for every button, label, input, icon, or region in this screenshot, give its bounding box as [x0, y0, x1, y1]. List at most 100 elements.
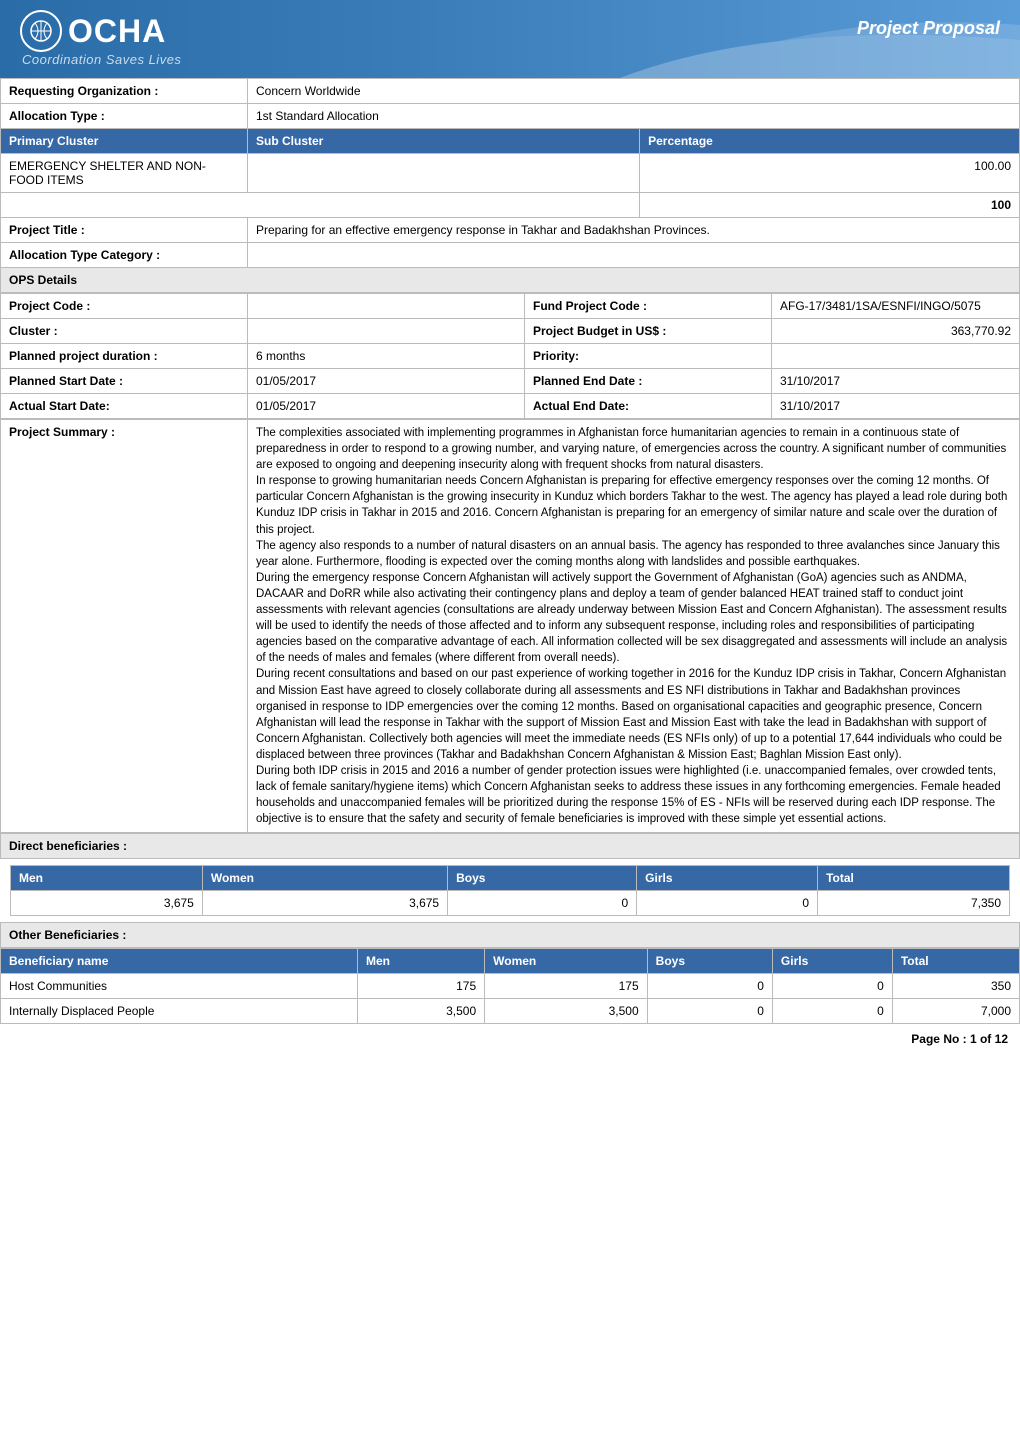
summary-row: Project Summary : The complexities assoc…	[1, 420, 1020, 833]
banner-decoration	[620, 0, 1020, 78]
ops-value-1: 01/05/2017	[248, 394, 525, 419]
ops-value-1	[248, 294, 525, 319]
bene-cell: 3,675	[11, 891, 203, 916]
direct-bene-title: Direct beneficiaries :	[1, 834, 1020, 859]
project-title-label: Project Title :	[1, 218, 248, 243]
ops-row: Planned Start Date :01/05/2017Planned En…	[1, 369, 1020, 394]
ops-value-1: 01/05/2017	[248, 369, 525, 394]
other-bene-header-row: Other Beneficiaries :	[1, 923, 1020, 948]
ops-value-2: AFG-17/3481/1SA/ESNFI/INGO/5075	[772, 294, 1020, 319]
bene-cell: 0	[637, 891, 818, 916]
bene-cell: Internally Displaced People	[1, 999, 358, 1024]
allocation-type-value: 1st Standard Allocation	[248, 104, 1020, 129]
bene-cell: 3,500	[485, 999, 648, 1024]
bene-cell: 7,000	[892, 999, 1019, 1024]
ops-row: Project Code : Fund Project Code :AFG-17/…	[1, 294, 1020, 319]
proposal-badge: Project Proposal	[857, 18, 1000, 39]
header-banner: OCHA Coordination Saves Lives Project Pr…	[0, 0, 1020, 78]
bene-cell: 0	[772, 999, 892, 1024]
ops-details-label: OPS Details	[1, 268, 1020, 293]
ops-label-2: Actual End Date:	[525, 394, 772, 419]
other-bene-columns: Beneficiary nameMenWomenBoysGirlsTotal	[1, 949, 1020, 974]
bene-column-header: Men	[11, 866, 203, 891]
ops-label-1: Cluster :	[1, 319, 248, 344]
bene-column-header: Total	[892, 949, 1019, 974]
alloc-category-label: Allocation Type Category :	[1, 243, 248, 268]
ops-value-2: 363,770.92	[772, 319, 1020, 344]
cluster-header-row: Primary Cluster Sub Cluster Percentage	[1, 129, 1020, 154]
requesting-org-label: Requesting Organization :	[1, 79, 248, 104]
bene-cell: 0	[448, 891, 637, 916]
alloc-category-row: Allocation Type Category :	[1, 243, 1020, 268]
ops-value-2: 31/10/2017	[772, 369, 1020, 394]
bene-cell: 175	[358, 974, 485, 999]
bene-column-header: Women	[485, 949, 648, 974]
bene-cell: Host Communities	[1, 974, 358, 999]
ops-label-2: Priority:	[525, 344, 772, 369]
logo-tagline: Coordination Saves Lives	[22, 52, 181, 67]
primary-cluster-value: EMERGENCY SHELTER AND NON-FOOD ITEMS	[1, 154, 248, 193]
percentage-header: Percentage	[640, 129, 1020, 154]
requesting-org-row: Requesting Organization : Concern Worldw…	[1, 79, 1020, 104]
bene-cell: 3,500	[358, 999, 485, 1024]
bene-cell: 0	[647, 974, 772, 999]
direct-beneficiaries-section: Direct beneficiaries :	[0, 833, 1020, 859]
ops-label-1: Planned Start Date :	[1, 369, 248, 394]
cluster-total-row: 100	[1, 193, 1020, 218]
ops-row: Planned project duration :6 monthsPriori…	[1, 344, 1020, 369]
bene-cell: 350	[892, 974, 1019, 999]
ops-row: Cluster : Project Budget in US$ :363,770.…	[1, 319, 1020, 344]
bene-column-header: Beneficiary name	[1, 949, 358, 974]
summary-table: Project Summary : The complexities assoc…	[0, 419, 1020, 833]
bene-column-header: Men	[358, 949, 485, 974]
direct-beneficiaries-table: MenWomenBoysGirlsTotal 3,6753,675007,350	[10, 865, 1010, 916]
summary-label: Project Summary :	[1, 420, 248, 833]
ops-value-2: 31/10/2017	[772, 394, 1020, 419]
cluster-total-spacer	[1, 193, 640, 218]
bene-cell: 175	[485, 974, 648, 999]
ops-details-header: OPS Details	[1, 268, 1020, 293]
globe-icon	[20, 10, 62, 52]
ops-label-2: Planned End Date :	[525, 369, 772, 394]
project-title-row: Project Title : Preparing for an effecti…	[1, 218, 1020, 243]
ops-value-1: 6 months	[248, 344, 525, 369]
other-beneficiaries-section: Other Beneficiaries :	[0, 922, 1020, 948]
alloc-category-value	[248, 243, 1020, 268]
bene-column-header: Girls	[772, 949, 892, 974]
primary-cluster-header: Primary Cluster	[1, 129, 248, 154]
page-footer: Page No : 1 of 12	[0, 1024, 1020, 1050]
other-beneficiaries-table: Beneficiary nameMenWomenBoysGirlsTotal H…	[0, 948, 1020, 1024]
bene-cell: 0	[647, 999, 772, 1024]
bene-column-header: Boys	[448, 866, 637, 891]
bene-column-header: Girls	[637, 866, 818, 891]
cluster-data-row: EMERGENCY SHELTER AND NON-FOOD ITEMS 100…	[1, 154, 1020, 193]
project-title-value: Preparing for an effective emergency res…	[248, 218, 1020, 243]
percentage-value: 100.00	[640, 154, 1020, 193]
cluster-total-value: 100	[640, 193, 1020, 218]
direct-bene-header-row: Direct beneficiaries :	[1, 834, 1020, 859]
ops-value-2	[772, 344, 1020, 369]
bene-column-header: Boys	[647, 949, 772, 974]
bene-cell: 3,675	[202, 891, 447, 916]
ops-label-2: Fund Project Code :	[525, 294, 772, 319]
direct-bene-data-row: 3,6753,675007,350	[11, 891, 1010, 916]
ops-row: Actual Start Date:01/05/2017Actual End D…	[1, 394, 1020, 419]
allocation-type-row: Allocation Type : 1st Standard Allocatio…	[1, 104, 1020, 129]
bene-row: Internally Displaced People3,5003,500007…	[1, 999, 1020, 1024]
bene-cell: 0	[772, 974, 892, 999]
sub-cluster-header: Sub Cluster	[248, 129, 640, 154]
ops-label-1: Planned project duration :	[1, 344, 248, 369]
ops-value-1	[248, 319, 525, 344]
direct-bene-columns: MenWomenBoysGirlsTotal	[11, 866, 1010, 891]
ops-label-1: Actual Start Date:	[1, 394, 248, 419]
ops-label-2: Project Budget in US$ :	[525, 319, 772, 344]
ops-label-1: Project Code :	[1, 294, 248, 319]
bene-column-header: Total	[818, 866, 1010, 891]
bene-row: Host Communities17517500350	[1, 974, 1020, 999]
sub-cluster-value	[248, 154, 640, 193]
allocation-type-label: Allocation Type :	[1, 104, 248, 129]
summary-text: The complexities associated with impleme…	[248, 420, 1020, 833]
bene-cell: 7,350	[818, 891, 1010, 916]
project-details-table: Requesting Organization : Concern Worldw…	[0, 78, 1020, 293]
ops-details-table: Project Code : Fund Project Code :AFG-17/…	[0, 293, 1020, 419]
